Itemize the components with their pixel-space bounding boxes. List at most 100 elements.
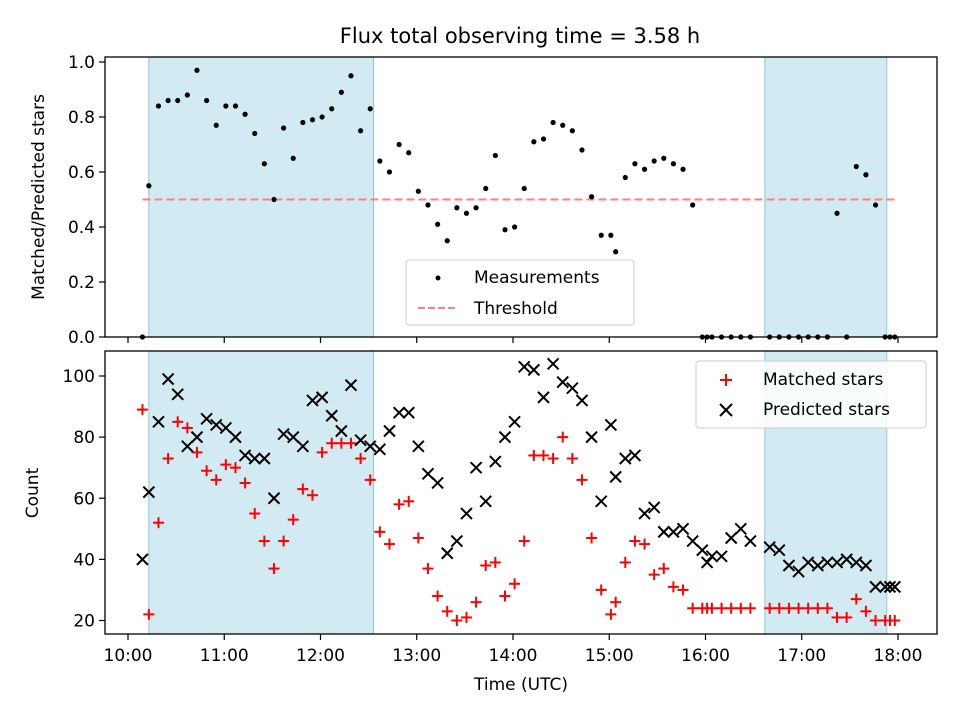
- matched-star-point: [595, 584, 607, 596]
- predicted-star-point: [238, 449, 252, 462]
- matched-star-point: [610, 596, 622, 608]
- matched-star-point: [557, 431, 569, 443]
- predicted-star-marker-b: [229, 430, 242, 444]
- measurement-point: [290, 155, 296, 161]
- legend-predicted-marker: [719, 403, 733, 417]
- measurement-point: [641, 166, 648, 172]
- predicted-star-marker-b: [277, 427, 290, 441]
- predicted-star-point: [840, 553, 853, 566]
- predicted-star-point: [479, 495, 492, 508]
- predicted-star-point: [441, 547, 454, 560]
- matched-star-point: [773, 602, 785, 614]
- predicted-star-marker-b: [344, 378, 358, 392]
- predicted-star-point: [850, 556, 863, 569]
- predicted-star-point: [315, 391, 329, 404]
- predicted-star-marker-b: [801, 556, 815, 569]
- predicted-star-point: [527, 363, 541, 377]
- top-legend: Measurements Threshold: [405, 259, 635, 326]
- predicted-star-point: [792, 565, 805, 578]
- predicted-star-marker-b: [392, 406, 406, 419]
- legend-matched-marker: [720, 374, 732, 386]
- predicted-star-marker-b: [647, 501, 661, 514]
- predicted-star-marker-b: [527, 363, 541, 377]
- predicted-star-point: [869, 580, 882, 594]
- predicted-star-point: [364, 440, 377, 453]
- measurement-point: [271, 196, 277, 203]
- matched-star-point: [201, 465, 213, 477]
- measurement-point: [194, 67, 200, 73]
- matched-star-point: [297, 483, 309, 495]
- matched-star-point: [441, 605, 453, 617]
- predicted-star-marker-b: [152, 415, 165, 429]
- top-y-ticks: 0.0 0.2 0.4 0.6 0.8 1.0: [68, 53, 105, 348]
- predicted-star-marker-b: [325, 409, 338, 422]
- predicted-star-point: [595, 495, 608, 508]
- matched-star-point: [162, 453, 174, 465]
- predicted-star-marker-b: [744, 534, 757, 548]
- predicted-star-marker-b: [450, 534, 464, 548]
- top-y-tick-label: 0.6: [68, 163, 95, 183]
- predicted-star-marker-b: [479, 495, 492, 508]
- matched-star-point: [335, 437, 347, 449]
- matched-star-point: [677, 584, 689, 596]
- measurement-point: [569, 128, 575, 134]
- measurement-point: [415, 188, 421, 194]
- top-y-axis-label: Matched/Predicted stars: [29, 94, 49, 300]
- measurement-point: [386, 169, 393, 175]
- bottom-y-tick-label: 60: [73, 489, 95, 509]
- measurement-point: [540, 136, 547, 142]
- predicted-star-marker-b: [724, 531, 738, 545]
- predicted-star-marker-b: [869, 580, 882, 594]
- predicted-star-marker-b: [811, 559, 824, 572]
- predicted-star-marker-b: [537, 391, 550, 404]
- predicted-star-marker-b: [248, 452, 261, 465]
- predicted-star-point: [556, 375, 569, 389]
- matched-star-point: [451, 615, 463, 626]
- predicted-star-point: [676, 522, 690, 536]
- predicted-star-marker-b: [575, 394, 589, 407]
- predicted-star-point: [142, 485, 156, 499]
- measurement-point: [435, 221, 441, 227]
- predicted-star-marker-b: [619, 452, 632, 465]
- predicted-star-point: [782, 559, 796, 572]
- matched-star-point: [229, 462, 241, 474]
- predicted-star-marker-b: [667, 525, 680, 539]
- predicted-star-marker-b: [763, 540, 776, 554]
- matched-star-point: [287, 514, 299, 526]
- matched-star-point: [586, 532, 598, 544]
- bottom-x-tick-label: 11:00: [200, 646, 249, 666]
- measurement-point: [670, 161, 677, 167]
- matched-star-point: [744, 602, 756, 614]
- predicted-star-marker-b: [859, 559, 873, 572]
- matched-star-point: [191, 446, 203, 458]
- predicted-star-marker-b: [171, 388, 184, 401]
- predicted-star-point: [734, 522, 747, 536]
- bottom-x-tick-label: 14:00: [489, 646, 538, 666]
- predicted-star-point: [821, 556, 834, 569]
- measurement-point: [492, 152, 498, 159]
- predicted-star-point: [210, 418, 223, 432]
- predicted-star-point: [460, 507, 473, 520]
- predicted-star-point: [287, 430, 300, 444]
- measurement-point: [204, 97, 210, 104]
- matched-star-point: [576, 474, 588, 486]
- matched-star-point: [850, 593, 862, 605]
- measurement-point: [512, 224, 518, 230]
- predicted-star-marker-b: [508, 415, 521, 429]
- legend-predicted-label: Predicted stars: [763, 400, 890, 420]
- predicted-star-point: [421, 467, 435, 481]
- predicted-star-marker-b: [821, 556, 834, 569]
- measurement-point: [406, 150, 412, 156]
- measurement-point: [146, 183, 152, 189]
- predicted-star-point: [878, 580, 892, 594]
- measurement-point: [473, 205, 479, 211]
- matched-star-point: [316, 446, 328, 458]
- predicted-star-point: [219, 421, 233, 435]
- top-panel-shaded-intervals: [148, 56, 888, 338]
- measurement-point: [367, 106, 373, 112]
- top-legend-box: [405, 259, 635, 326]
- predicted-star-point: [566, 382, 579, 395]
- measurement-point: [463, 210, 470, 216]
- predicted-star-point: [859, 559, 873, 572]
- measurement-point: [329, 106, 335, 112]
